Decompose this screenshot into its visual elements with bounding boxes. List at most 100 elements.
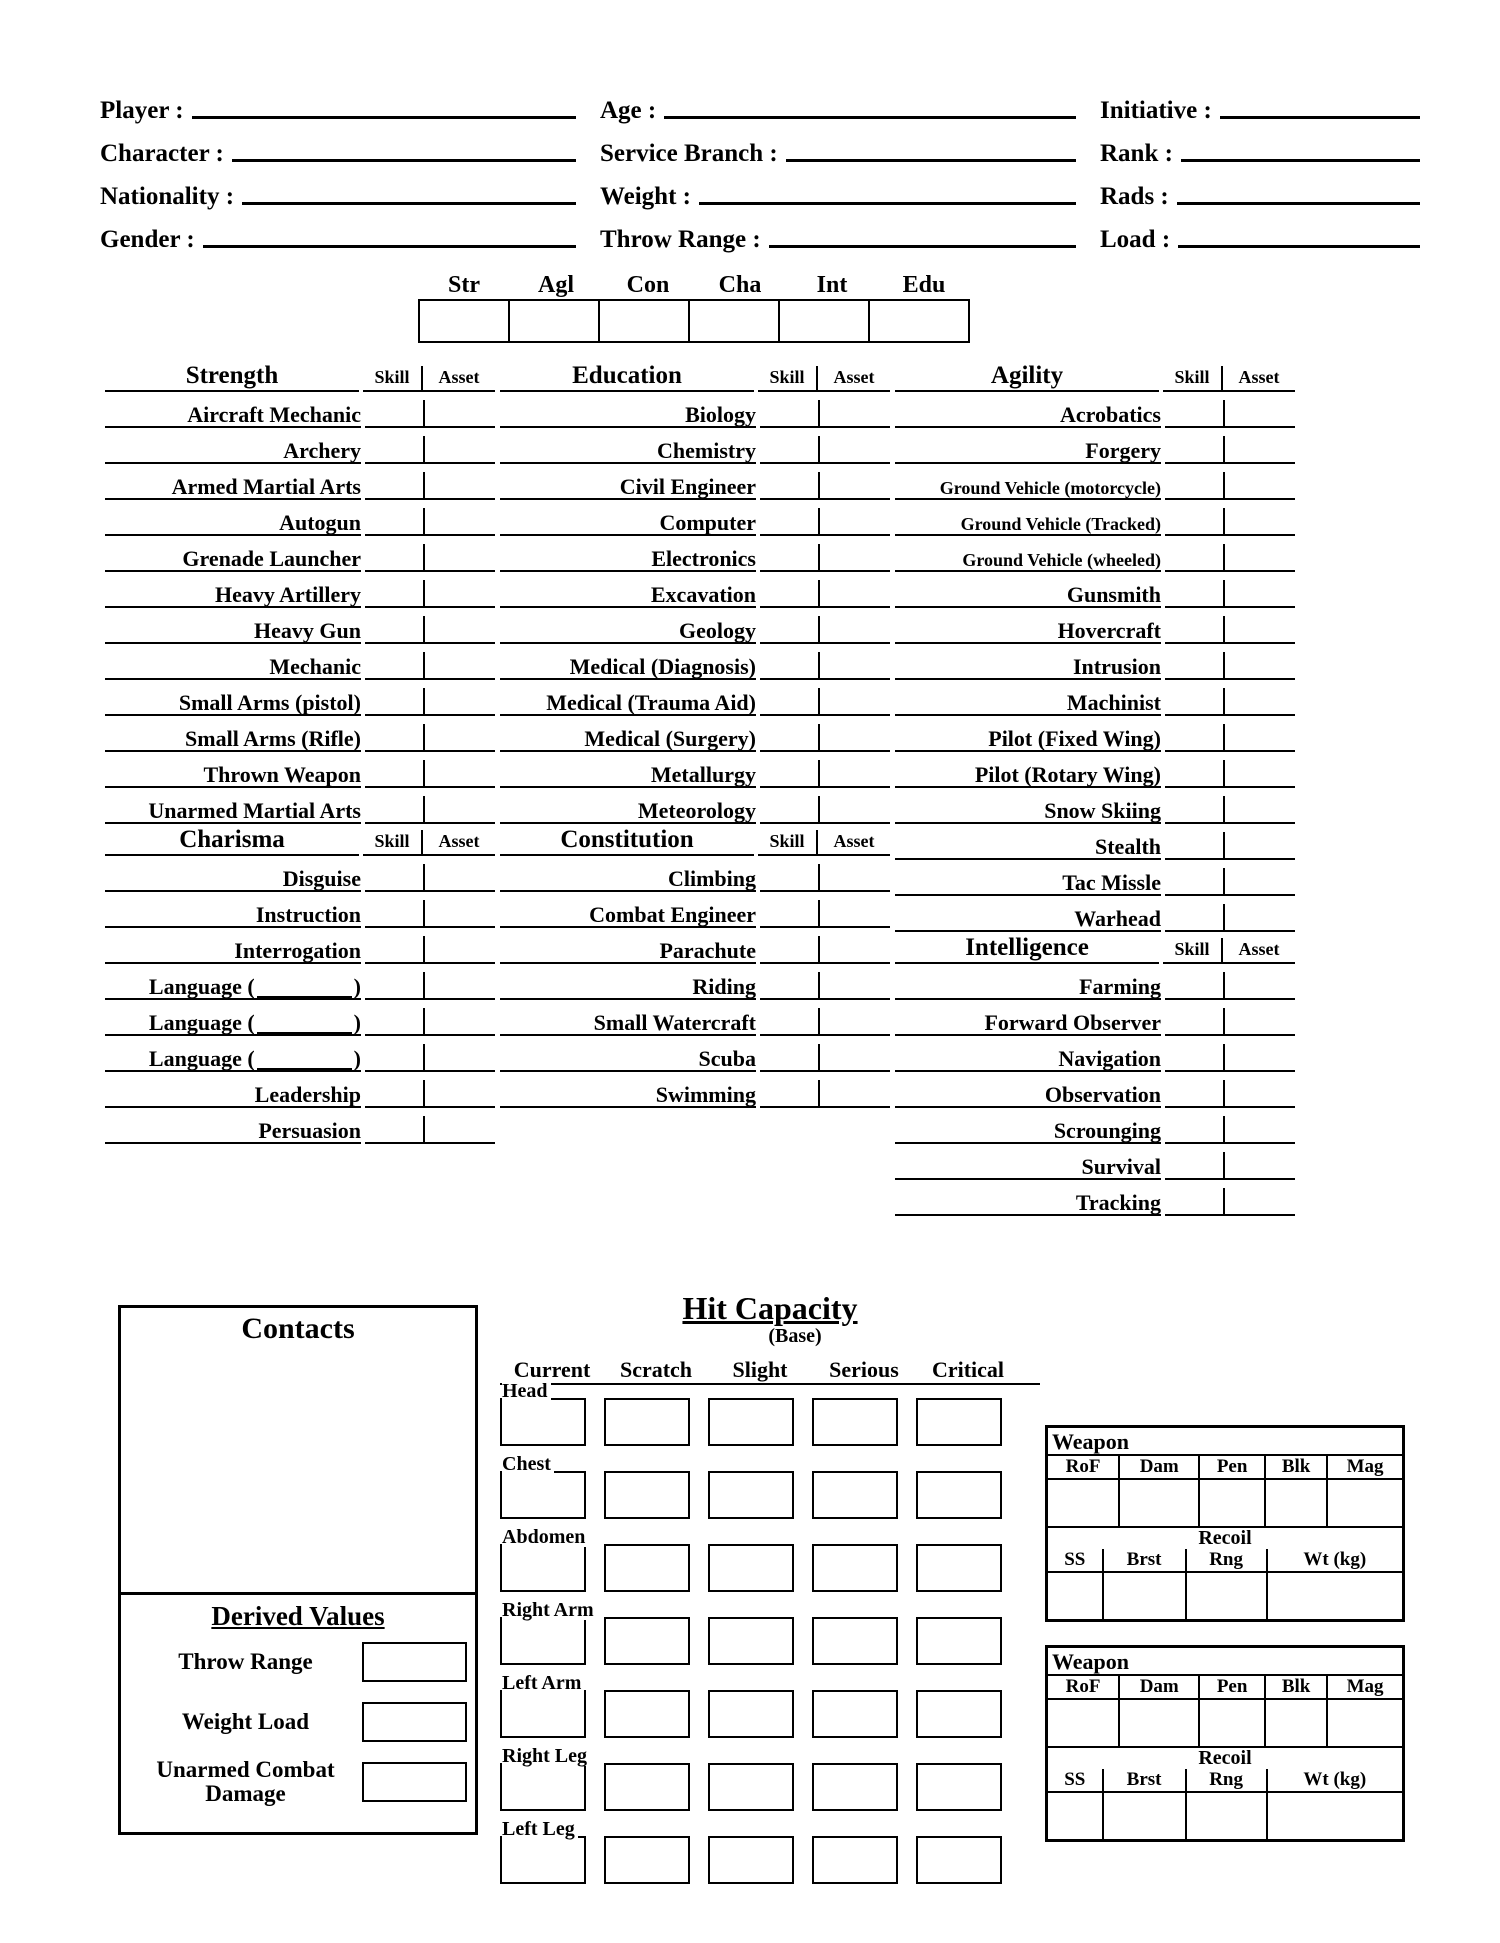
- hit-capacity-box-current[interactable]: [500, 1763, 586, 1811]
- hit-capacity-box-scratch[interactable]: [604, 1763, 690, 1811]
- skill-value-field[interactable]: [1165, 1188, 1223, 1216]
- skill-value-field[interactable]: [1165, 1008, 1223, 1036]
- asset-value-field[interactable]: [1223, 868, 1295, 896]
- hit-capacity-box-current[interactable]: [500, 1471, 586, 1519]
- skill-value-field[interactable]: [365, 688, 423, 716]
- hit-capacity-box-slight[interactable]: [708, 1398, 794, 1446]
- skill-value-field[interactable]: [760, 508, 818, 536]
- skill-value-field[interactable]: [365, 544, 423, 572]
- skill-value-field[interactable]: [365, 400, 423, 428]
- field-nationality[interactable]: Nationality :: [100, 184, 600, 209]
- skill-value-field[interactable]: [760, 936, 818, 964]
- asset-value-field[interactable]: [423, 760, 495, 788]
- write-in-line[interactable]: [698, 201, 1076, 205]
- write-in-line[interactable]: [202, 244, 576, 248]
- hit-capacity-box-slight[interactable]: [708, 1544, 794, 1592]
- write-in-line[interactable]: [242, 201, 576, 205]
- weapon-value-mag[interactable]: [1326, 1698, 1402, 1749]
- field-gender[interactable]: Gender :: [100, 227, 600, 252]
- hit-capacity-box-current[interactable]: [500, 1690, 586, 1738]
- skill-value-field[interactable]: [1165, 904, 1223, 932]
- skill-value-field[interactable]: [760, 472, 818, 500]
- asset-value-field[interactable]: [818, 580, 890, 608]
- asset-value-field[interactable]: [423, 724, 495, 752]
- weapon-value-rof[interactable]: [1048, 1478, 1121, 1529]
- skill-value-field[interactable]: [1165, 400, 1223, 428]
- weapon-value-rof[interactable]: [1048, 1698, 1121, 1749]
- attribute-box-str[interactable]: [420, 301, 510, 341]
- skill-value-field[interactable]: [760, 1008, 818, 1036]
- asset-value-field[interactable]: [423, 400, 495, 428]
- asset-value-field[interactable]: [818, 508, 890, 536]
- asset-value-field[interactable]: [1223, 760, 1295, 788]
- weapon-value-pen[interactable]: [1198, 1698, 1266, 1749]
- language-write-in[interactable]: [256, 976, 352, 998]
- skill-value-field[interactable]: [760, 1080, 818, 1108]
- asset-value-field[interactable]: [818, 796, 890, 824]
- asset-value-field[interactable]: [1223, 508, 1295, 536]
- attribute-box-agl[interactable]: [510, 301, 600, 341]
- asset-value-field[interactable]: [1223, 544, 1295, 572]
- asset-value-field[interactable]: [1223, 400, 1295, 428]
- asset-value-field[interactable]: [818, 972, 890, 1000]
- field-player[interactable]: Player :: [100, 98, 600, 123]
- skill-value-field[interactable]: [365, 900, 423, 928]
- asset-value-field[interactable]: [423, 580, 495, 608]
- write-in-line[interactable]: [768, 244, 1076, 248]
- weapon-value-blk[interactable]: [1263, 1698, 1329, 1749]
- skill-value-field[interactable]: [760, 1044, 818, 1072]
- skill-value-field[interactable]: [365, 972, 423, 1000]
- skill-value-field[interactable]: [365, 508, 423, 536]
- hit-capacity-box-critical[interactable]: [916, 1690, 1002, 1738]
- write-in-line[interactable]: [664, 115, 1076, 119]
- skill-value-field[interactable]: [760, 796, 818, 824]
- asset-value-field[interactable]: [1223, 436, 1295, 464]
- asset-value-field[interactable]: [423, 1116, 495, 1144]
- asset-value-field[interactable]: [818, 864, 890, 892]
- asset-value-field[interactable]: [1223, 796, 1295, 824]
- attribute-box-con[interactable]: [600, 301, 690, 341]
- field-throw-range[interactable]: Throw Range :: [600, 227, 1100, 252]
- skill-value-field[interactable]: [760, 652, 818, 680]
- skill-value-field[interactable]: [1165, 796, 1223, 824]
- hit-capacity-box-critical[interactable]: [916, 1763, 1002, 1811]
- hit-capacity-box-scratch[interactable]: [604, 1836, 690, 1884]
- skill-value-field[interactable]: [365, 580, 423, 608]
- attribute-box-cha[interactable]: [690, 301, 780, 341]
- asset-value-field[interactable]: [1223, 616, 1295, 644]
- skill-value-field[interactable]: [365, 1008, 423, 1036]
- skill-value-field[interactable]: [760, 724, 818, 752]
- asset-value-field[interactable]: [1223, 652, 1295, 680]
- skill-value-field[interactable]: [365, 760, 423, 788]
- skill-value-field[interactable]: [1165, 760, 1223, 788]
- asset-value-field[interactable]: [423, 1080, 495, 1108]
- hit-capacity-box-current[interactable]: [500, 1836, 586, 1884]
- language-write-in[interactable]: [256, 1012, 352, 1034]
- asset-value-field[interactable]: [818, 616, 890, 644]
- asset-value-field[interactable]: [423, 796, 495, 824]
- field-initiative[interactable]: Initiative :: [1100, 98, 1420, 123]
- derived-value-box[interactable]: [362, 1702, 467, 1742]
- hit-capacity-box-critical[interactable]: [916, 1617, 1002, 1665]
- asset-value-field[interactable]: [423, 1008, 495, 1036]
- asset-value-field[interactable]: [818, 900, 890, 928]
- write-in-line[interactable]: [785, 158, 1076, 162]
- skill-value-field[interactable]: [760, 436, 818, 464]
- hit-capacity-box-critical[interactable]: [916, 1398, 1002, 1446]
- hit-capacity-box-critical[interactable]: [916, 1836, 1002, 1884]
- asset-value-field[interactable]: [1223, 904, 1295, 932]
- field-service-branch[interactable]: Service Branch :: [600, 141, 1100, 166]
- asset-value-field[interactable]: [1223, 1152, 1295, 1180]
- skill-value-field[interactable]: [365, 1080, 423, 1108]
- weapon-value-rng[interactable]: [1184, 1791, 1268, 1840]
- skill-value-field[interactable]: [365, 652, 423, 680]
- write-in-line[interactable]: [1180, 158, 1420, 162]
- hit-capacity-box-serious[interactable]: [812, 1471, 898, 1519]
- weapon-value-ss[interactable]: [1048, 1791, 1104, 1840]
- skill-value-field[interactable]: [1165, 436, 1223, 464]
- asset-value-field[interactable]: [818, 936, 890, 964]
- skill-value-field[interactable]: [365, 616, 423, 644]
- hit-capacity-box-current[interactable]: [500, 1398, 586, 1446]
- contacts-panel[interactable]: Contacts: [118, 1305, 478, 1595]
- asset-value-field[interactable]: [423, 652, 495, 680]
